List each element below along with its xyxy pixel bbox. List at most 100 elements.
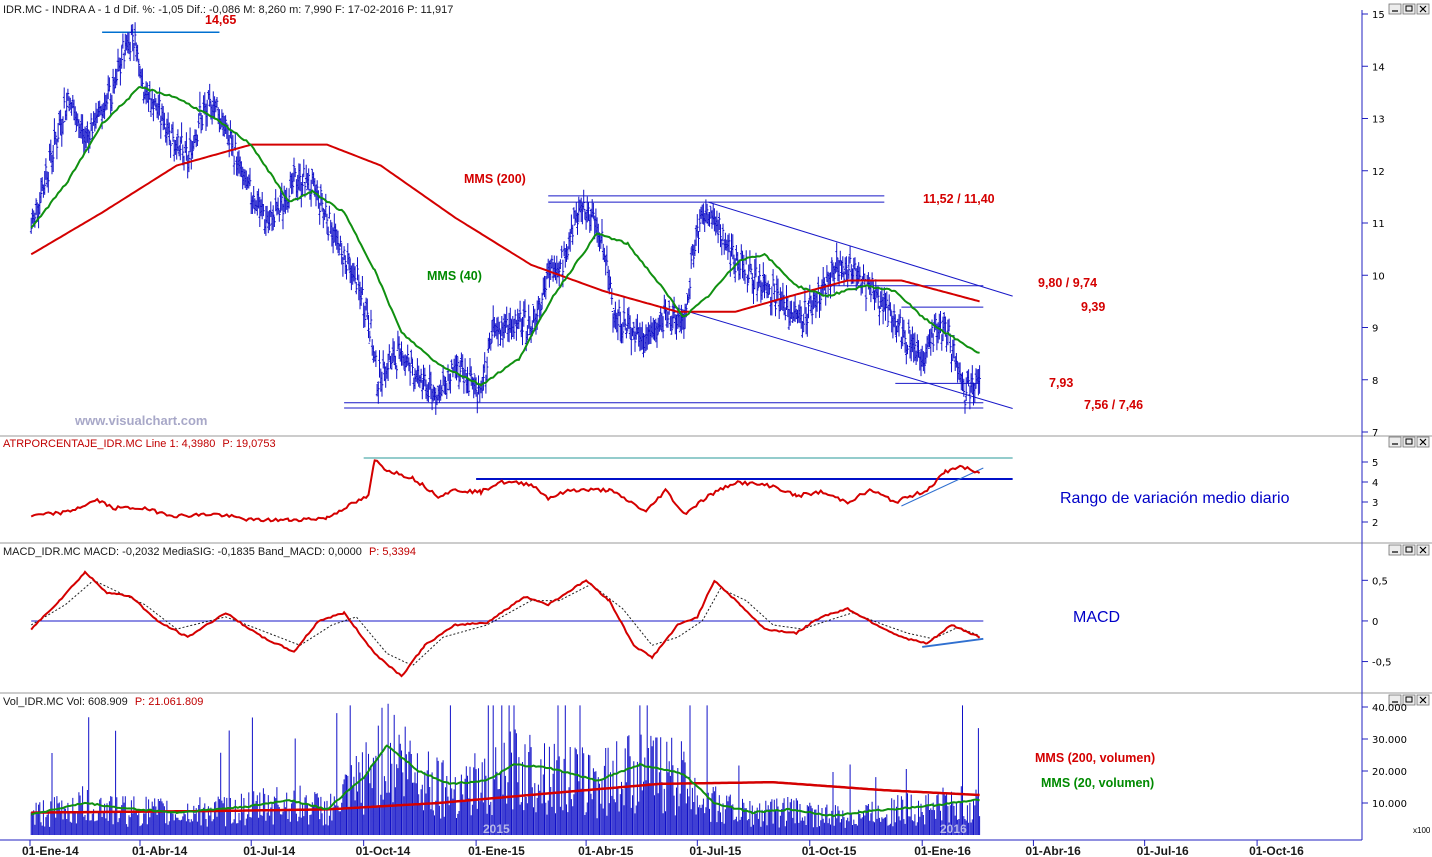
macd-signal-line — [30, 579, 980, 667]
macd-tick-label-1: 0 — [1372, 617, 1378, 628]
x-tick-label-1: 01-Abr-14 — [132, 844, 188, 857]
atr-tick-label-3: 2 — [1372, 518, 1378, 529]
panel-1-control-box-1 — [1402, 436, 1416, 448]
atr-header: ATRPORCENTAJE_IDR.MC Line 1: 4,3980 P: 1… — [3, 438, 276, 450]
x-tick-label-3: 01-Oct-14 — [356, 844, 411, 857]
panel-3-maximize-icon — [1405, 696, 1413, 703]
label-14-65: 14,65 — [205, 13, 236, 27]
volume-tick-label-2: 20.000 — [1372, 767, 1407, 778]
price-ohlc-bars — [29, 22, 981, 415]
price-line-8 — [708, 201, 1013, 297]
panel-3-control-box-1 — [1402, 694, 1416, 706]
volume-header: Vol_IDR.MC Vol: 608.909 P: 21.061.809 — [3, 696, 203, 708]
price-tick-label-3: 12 — [1372, 167, 1385, 178]
price-tick-label-4: 11 — [1372, 219, 1385, 230]
volume-y-axis: 40.000 30.000 20.000 10.000 — [1362, 703, 1407, 810]
macd-header-left: MACD_IDR.MC MACD: -0,2032 MediaSIG: -0,1… — [3, 546, 362, 558]
atr-header-left: ATRPORCENTAJE_IDR.MC Line 1: 4,3980 — [3, 438, 215, 450]
atr-title: Rango de variación medio diario — [1060, 490, 1290, 507]
volume-tick-label-3: 10.000 — [1372, 799, 1407, 810]
volume-tick-label-1: 30.000 — [1372, 735, 1407, 746]
legend-mms-200-volumen: MMS (200, volumen) — [1035, 751, 1155, 765]
year-mark-2016: 2016 — [940, 822, 967, 836]
panel-2-control-box-0 — [1388, 544, 1402, 556]
x-tick-label-10: 01-Jul-16 — [1137, 844, 1189, 857]
panel-1-control-box-0 — [1388, 436, 1402, 448]
volume-panel: Vol_IDR.MC Vol: 608.909 P: 21.061.809 40… — [3, 696, 1431, 836]
volume-header-right: P: 21.061.809 — [135, 696, 204, 708]
macd-title: MACD — [1073, 609, 1120, 626]
atr-panel: ATRPORCENTAJE_IDR.MC Line 1: 4,3980 P: 1… — [3, 438, 1378, 529]
atr-header-right: P: 19,0753 — [222, 438, 275, 450]
legend-mms-20-volumen: MMS (20, volumen) — [1041, 776, 1154, 790]
panel-1-maximize-icon — [1405, 438, 1413, 445]
price-tick-label-6: 9 — [1372, 324, 1378, 335]
price-line-9 — [671, 306, 1013, 409]
panel-3-control-box-0 — [1388, 694, 1402, 706]
atr-lines — [363, 457, 1013, 507]
mms-40-line — [30, 85, 980, 387]
x-tick-label-11: 01-Oct-16 — [1249, 844, 1304, 857]
atr-tick-label-0: 5 — [1372, 458, 1378, 469]
x-tick-label-7: 01-Oct-15 — [802, 844, 857, 857]
price-support-resistance-lines — [102, 31, 1013, 409]
volume-tick-label-0: 40.000 — [1372, 703, 1407, 714]
atr-tick-label-2: 3 — [1372, 498, 1378, 509]
x-tick-label-8: 01-Ene-16 — [914, 844, 971, 857]
mms-200-line — [30, 143, 980, 313]
price-header: IDR.MC - INDRA A - 1 d Dif. %: -1,05 Dif… — [3, 4, 453, 16]
panel-0-control-box-0 — [1388, 3, 1402, 15]
price-panel: IDR.MC - INDRA A - 1 d Dif. %: -1,05 Dif… — [3, 4, 1385, 439]
atr-y-axis: 5 4 3 2 — [1362, 458, 1378, 529]
atr-line-2 — [901, 467, 984, 507]
panel-2-close-icon — [1419, 546, 1427, 554]
price-tick-label-2: 13 — [1372, 115, 1385, 126]
x-tick-label-0: 01-Ene-14 — [22, 844, 79, 857]
price-y-axis: 15 14 13 12 11 10 9 8 7 — [1362, 10, 1385, 439]
x-tick-label-5: 01-Abr-15 — [578, 844, 634, 857]
panel-0-close-icon — [1419, 5, 1427, 13]
atr-percent-line — [30, 459, 981, 523]
macd-line — [30, 570, 981, 678]
x-tick-label-4: 01-Ene-15 — [468, 844, 525, 857]
macd-lines — [31, 620, 984, 648]
label-7-56-7-46: 7,56 / 7,46 — [1084, 398, 1143, 412]
macd-tick-label-2: -0,5 — [1372, 658, 1392, 669]
label-11-52-11-40: 11,52 / 11,40 — [923, 192, 995, 206]
label-mms-200: MMS (200) — [464, 172, 526, 186]
atr-tick-label-1: 4 — [1372, 478, 1378, 489]
watermark: www.visualchart.com — [74, 413, 207, 428]
label-9-80-9-74: 9,80 / 9,74 — [1038, 276, 1097, 290]
panel-separators — [0, 10, 1432, 841]
volume-corner-label: x100 — [1413, 826, 1431, 835]
macd-y-axis: 0,5 0 -0,5 — [1362, 576, 1392, 669]
price-tick-label-1: 14 — [1372, 62, 1385, 73]
price-tick-label-0: 15 — [1372, 10, 1385, 21]
panel-0-control-box-1 — [1402, 3, 1416, 15]
label-7-93: 7,93 — [1049, 376, 1073, 390]
volume-header-left: Vol_IDR.MC Vol: 608.909 — [3, 696, 128, 708]
macd-header: MACD_IDR.MC MACD: -0,2032 MediaSIG: -0,1… — [3, 546, 416, 558]
macd-tick-label-0: 0,5 — [1372, 576, 1388, 587]
panel-controls — [1388, 3, 1430, 706]
panel-0-maximize-icon — [1405, 5, 1413, 12]
panel-2-control-box-1 — [1402, 544, 1416, 556]
macd-header-right: P: 5,3394 — [369, 546, 416, 558]
price-tick-label-7: 8 — [1372, 376, 1378, 387]
panel-1-close-icon — [1419, 438, 1427, 446]
label-mms-40: MMS (40) — [427, 269, 482, 283]
year-mark-2015: 2015 — [483, 822, 510, 836]
x-tick-label-9: 01-Abr-16 — [1025, 844, 1081, 857]
price-tick-label-8: 7 — [1372, 428, 1378, 439]
x-axis: 01-Ene-14 01-Abr-14 01-Jul-14 01-Oct-14 01-E… — [22, 840, 1304, 857]
volume-mms-20-line — [30, 744, 980, 818]
price-tick-label-5: 10 — [1372, 271, 1385, 282]
panel-2-maximize-icon — [1405, 546, 1413, 553]
macd-ref-line-1 — [922, 637, 984, 648]
x-tick-label-2: 01-Jul-14 — [243, 844, 295, 857]
x-tick-label-6: 01-Jul-15 — [689, 844, 741, 857]
macd-panel: MACD_IDR.MC MACD: -0,2032 MediaSIG: -0,1… — [3, 546, 1392, 678]
panel-3-close-icon — [1419, 696, 1427, 704]
label-9-39: 9,39 — [1081, 300, 1105, 314]
